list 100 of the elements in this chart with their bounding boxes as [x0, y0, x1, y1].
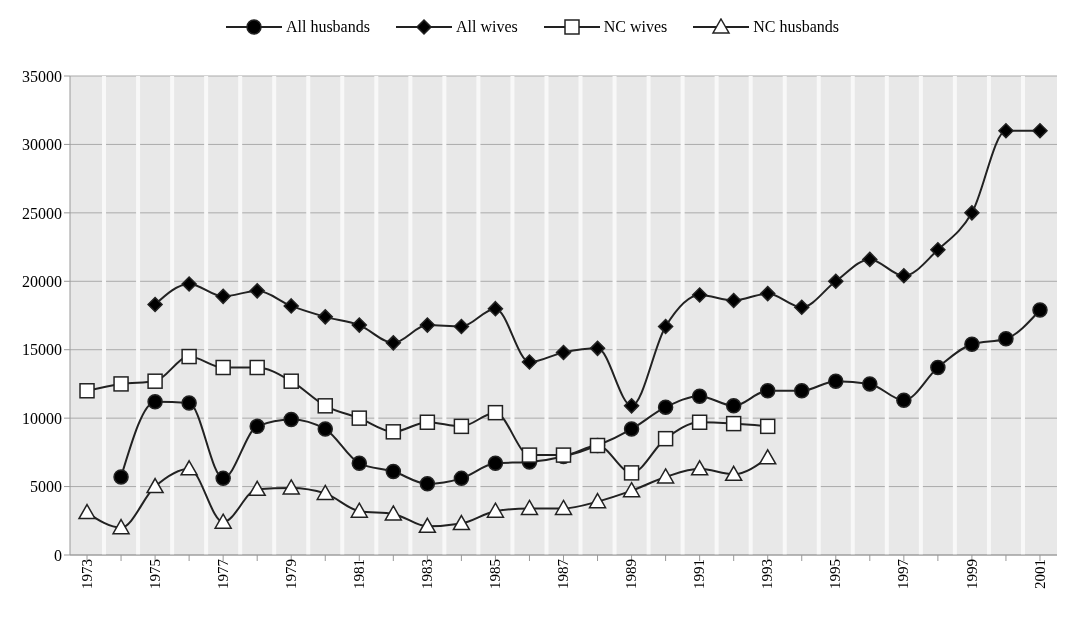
point	[147, 373, 163, 389]
point	[691, 287, 708, 303]
point	[487, 404, 504, 421]
y-tick-label: 10000	[22, 409, 62, 427]
point	[930, 242, 946, 258]
legend-label: NC wives	[603, 18, 668, 36]
point	[588, 492, 607, 509]
point	[146, 477, 164, 494]
point	[657, 399, 674, 415]
point	[113, 376, 129, 392]
point	[896, 268, 912, 284]
point	[453, 470, 470, 487]
x-tick-label: 1979	[282, 559, 299, 589]
point	[759, 418, 776, 435]
point	[351, 455, 368, 472]
point	[656, 468, 675, 484]
point	[317, 421, 334, 437]
point	[385, 335, 402, 351]
x-tick-label: 1981	[350, 559, 367, 589]
point	[147, 296, 163, 313]
point	[316, 484, 335, 501]
point	[283, 373, 299, 389]
point	[486, 502, 505, 518]
point	[691, 414, 708, 430]
point	[725, 415, 742, 432]
point	[418, 517, 437, 534]
point	[793, 383, 810, 399]
point	[147, 393, 163, 410]
point	[419, 414, 436, 430]
point	[249, 418, 265, 435]
point	[691, 388, 708, 404]
point	[317, 309, 334, 325]
point	[964, 205, 980, 221]
point	[419, 317, 436, 333]
point	[317, 398, 334, 414]
y-tick-label: 25000	[22, 204, 62, 222]
point	[453, 418, 470, 435]
point	[249, 283, 265, 299]
point	[249, 359, 265, 376]
point	[283, 411, 299, 428]
point	[351, 410, 368, 426]
x-tick-label: 1975	[146, 559, 163, 589]
point	[453, 318, 470, 335]
point	[998, 122, 1014, 139]
point	[215, 359, 231, 376]
point	[793, 299, 810, 316]
point	[79, 383, 95, 399]
point	[181, 276, 197, 292]
point	[862, 251, 878, 268]
point	[385, 424, 402, 440]
point	[623, 421, 640, 437]
y-tick-label: 20000	[22, 272, 62, 290]
x-tick-label: 1997	[895, 558, 912, 589]
x-tick-label: 1985	[487, 559, 504, 589]
point	[724, 465, 743, 481]
point	[248, 480, 266, 497]
point	[623, 465, 640, 481]
x-tick-label: 1989	[623, 559, 640, 589]
point	[759, 383, 776, 399]
legend-label: All wives	[455, 18, 518, 36]
point	[964, 336, 980, 352]
point	[521, 447, 538, 463]
point	[487, 300, 504, 317]
point	[215, 288, 231, 305]
point	[351, 317, 368, 333]
point	[725, 398, 742, 414]
x-tick-label: 2001	[1031, 559, 1048, 589]
point	[622, 481, 641, 498]
point	[690, 460, 709, 476]
point	[181, 395, 197, 411]
x-tick-label: 1999	[963, 559, 980, 589]
y-tick-label: 35000	[22, 67, 62, 85]
point	[180, 460, 198, 476]
point	[758, 449, 777, 465]
point	[998, 331, 1014, 347]
point	[896, 392, 912, 409]
point	[181, 348, 197, 365]
y-tick-label: 30000	[22, 136, 62, 154]
point	[215, 470, 231, 487]
point	[350, 502, 369, 518]
x-tick-label: 1995	[827, 559, 844, 589]
point	[1032, 122, 1048, 139]
point	[520, 499, 539, 516]
legend-label: NC husbands	[753, 18, 840, 36]
point	[623, 398, 640, 414]
point	[589, 340, 606, 357]
point	[657, 318, 674, 335]
point	[384, 505, 403, 521]
x-tick-label: 1993	[759, 559, 776, 589]
point	[78, 503, 96, 520]
point	[759, 285, 776, 302]
y-tick-label: 15000	[22, 341, 62, 359]
point	[282, 479, 300, 495]
x-tick-label: 1987	[555, 558, 572, 589]
x-tick-label: 1983	[419, 559, 436, 589]
x-tick-label: 1991	[691, 559, 708, 589]
y-tick-label: 5000	[30, 478, 62, 496]
point	[452, 514, 471, 531]
point	[862, 376, 878, 392]
x-tick-label: 1973	[78, 559, 95, 589]
